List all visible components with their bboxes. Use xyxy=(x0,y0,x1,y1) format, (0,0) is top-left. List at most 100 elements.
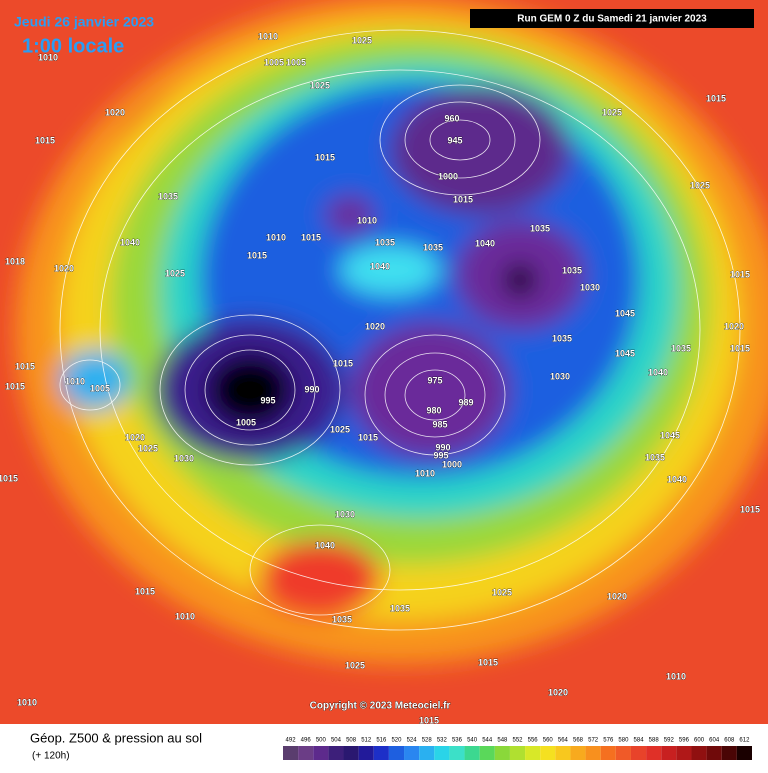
scale-label: 580 xyxy=(618,738,629,744)
pressure-label: 990 xyxy=(435,442,450,452)
pressure-label: 1010 xyxy=(666,671,686,681)
pressure-label: 1010 xyxy=(357,215,377,225)
scale-swatch xyxy=(449,746,465,760)
pressure-label: 1040 xyxy=(667,474,687,484)
run-info: Run GEM 0 Z du Samedi 21 janvier 2023 xyxy=(517,14,707,25)
copyright: Copyright © 2023 Meteociel.fr xyxy=(310,701,451,712)
pressure-label: 1035 xyxy=(671,343,691,353)
scale-label: 560 xyxy=(543,738,554,744)
pressure-label: 1010 xyxy=(266,232,286,242)
scale-label: 528 xyxy=(422,738,433,744)
pressure-label: 1025 xyxy=(165,268,185,278)
pressure-label: 1035 xyxy=(552,333,572,343)
scale-label: 500 xyxy=(316,738,327,744)
pressure-label: 1045 xyxy=(615,348,635,358)
scale-swatch xyxy=(615,746,631,760)
pressure-label: 1015 xyxy=(301,232,321,242)
pressure-label: 1005 xyxy=(90,383,110,393)
pressure-label: 990 xyxy=(304,384,319,394)
scale-swatch xyxy=(706,746,722,760)
pressure-label: 1025 xyxy=(352,35,372,45)
scale-swatch xyxy=(419,746,435,760)
pressure-label: 1010 xyxy=(17,697,37,707)
scale-swatch xyxy=(585,746,601,760)
scale-swatch xyxy=(555,746,571,760)
scale-swatch xyxy=(283,746,299,760)
pressure-label: 1015 xyxy=(419,715,439,725)
scale-label: 532 xyxy=(437,738,448,744)
scale-swatch xyxy=(328,746,344,760)
pressure-label: 989 xyxy=(458,397,473,407)
run-box xyxy=(470,9,754,28)
pressure-label: 1010 xyxy=(415,468,435,478)
pressure-label: 980 xyxy=(426,405,441,415)
scale-swatch xyxy=(646,746,662,760)
pressure-label: 1025 xyxy=(345,660,365,670)
scale-swatch xyxy=(509,746,526,760)
scale-label: 608 xyxy=(724,738,735,744)
pressure-label: 1015 xyxy=(135,586,155,596)
pressure-label: 1040 xyxy=(648,367,668,377)
pressure-label: 1010 xyxy=(175,611,195,621)
pressure-label: 1015 xyxy=(730,269,750,279)
pressure-label: 1025 xyxy=(602,107,622,117)
scale-swatch xyxy=(691,746,707,760)
pressure-label: 1030 xyxy=(335,509,355,519)
color-scale: 492 496 500 504 508 512 516 520 524 528 532 536 540 5… xyxy=(283,738,752,760)
pressure-label: 1025 xyxy=(310,80,330,90)
scale-label: 504 xyxy=(331,738,342,744)
pressure-label: 1000 xyxy=(438,171,458,181)
pressure-label: 1015 xyxy=(247,250,267,260)
scale-swatch xyxy=(479,746,495,760)
scale-label: 516 xyxy=(376,738,387,744)
pressure-label: 1040 xyxy=(120,237,140,247)
footer-title: Géop. Z500 & pression au sol xyxy=(30,730,202,745)
pressure-label: 1015 xyxy=(333,358,353,368)
pressure-label: 1020 xyxy=(607,591,627,601)
pressure-label: 1015 xyxy=(315,152,335,162)
scale-swatch xyxy=(373,746,389,760)
pressure-label: 1025 xyxy=(330,424,350,434)
pressure-label: 1020 xyxy=(105,107,125,117)
scale-label: 584 xyxy=(634,738,645,744)
pressure-label: 1025 xyxy=(492,587,512,597)
pressure-label: 1020 xyxy=(548,687,568,697)
pressure-label: 945 xyxy=(447,135,462,145)
pressure-label: 1040 xyxy=(315,540,335,550)
scale-swatch xyxy=(721,746,737,760)
scale-swatch xyxy=(540,746,556,760)
pressure-label: 1030 xyxy=(550,371,570,381)
pressure-label: 1005 xyxy=(236,417,256,427)
scale-swatch xyxy=(298,746,314,760)
scale-label: 604 xyxy=(709,738,720,744)
pressure-label: 1035 xyxy=(390,603,410,613)
scale-label: 552 xyxy=(512,738,523,744)
scale-swatch xyxy=(661,746,677,760)
forecast-date: Jeudi 26 janvier 2023 xyxy=(14,14,154,30)
pressure-label: 960 xyxy=(444,113,459,123)
pressure-label: 1018 xyxy=(5,256,25,266)
scale-label: 520 xyxy=(391,738,402,744)
pressure-label: 1015 xyxy=(740,504,760,514)
scale-label: 576 xyxy=(603,738,614,744)
pressure-label: 1015 xyxy=(358,432,378,442)
pressure-label: 1010 xyxy=(258,31,278,41)
pressure-label: 1005 xyxy=(264,57,284,67)
footer-subtitle: (+ 120h) xyxy=(32,751,70,762)
pressure-label: 1035 xyxy=(332,614,352,624)
pressure-label: 1035 xyxy=(158,191,178,201)
scale-label: 568 xyxy=(573,738,584,744)
scale-label: 564 xyxy=(558,738,569,744)
pressure-label: 1040 xyxy=(370,261,390,271)
scale-swatch xyxy=(358,746,374,760)
scale-label: 536 xyxy=(452,738,463,744)
pressure-label: 1035 xyxy=(562,265,582,275)
scale-swatch xyxy=(525,746,541,760)
scale-label: 588 xyxy=(649,738,660,744)
pressure-label: 1045 xyxy=(615,308,635,318)
scale-label: 524 xyxy=(407,738,418,744)
pressure-label: 1015 xyxy=(453,194,473,204)
scale-label: 508 xyxy=(346,738,357,744)
scale-label: 572 xyxy=(588,738,599,744)
